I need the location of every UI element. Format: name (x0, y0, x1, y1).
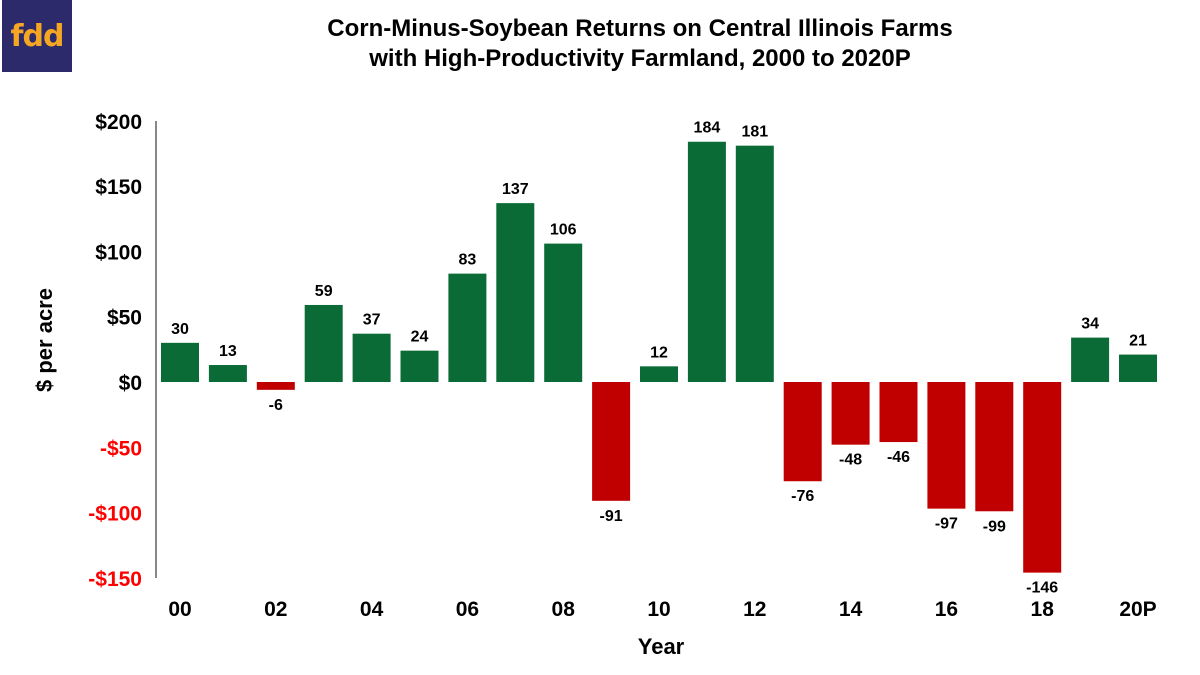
data-label: 13 (219, 343, 237, 360)
bar-00 (161, 342, 199, 382)
bar-18 (1023, 382, 1062, 573)
bar-04 (352, 333, 391, 382)
data-label: -97 (935, 516, 958, 533)
chart-title-line-2: with High-Productivity Farmland, 2000 to… (369, 45, 911, 72)
data-label: 137 (502, 181, 529, 198)
chart-title-line-1: Corn-Minus-Soybean Returns on Central Il… (327, 15, 953, 42)
bar-06 (448, 273, 487, 382)
bar-02 (256, 382, 295, 390)
data-label: -91 (600, 508, 623, 525)
x-tick-label: 16 (935, 598, 958, 621)
y-tick-label: $0 (119, 372, 142, 395)
x-tick-label: 06 (456, 598, 479, 621)
bar-09 (592, 382, 631, 501)
x-tick-label: 08 (552, 598, 576, 621)
y-tick-label: $100 (95, 241, 142, 264)
x-axis-title: Year (638, 634, 685, 659)
data-label: 12 (650, 344, 668, 361)
data-label: -46 (887, 449, 910, 466)
x-tick-label: 14 (839, 598, 863, 621)
x-tick-label: 20P (1119, 598, 1156, 621)
bar-10 (640, 366, 678, 382)
bar-12 (735, 145, 774, 382)
bar-05 (400, 350, 439, 382)
bar-15 (879, 382, 918, 443)
y-tick-label: $150 (95, 176, 142, 199)
y-tick-label: $200 (95, 111, 142, 134)
fdd-logo: fdd (2, 0, 72, 72)
data-label: 184 (694, 120, 721, 137)
data-label: -6 (269, 397, 283, 414)
data-label: -48 (839, 452, 862, 469)
data-label: 181 (741, 124, 768, 141)
data-label: 106 (550, 222, 577, 239)
data-label: 37 (363, 312, 381, 329)
x-tick-label: 00 (168, 598, 191, 621)
x-tick-label: 04 (360, 598, 384, 621)
data-label: 34 (1081, 316, 1099, 333)
data-label: 83 (459, 252, 477, 269)
bar-08 (544, 243, 583, 382)
data-label: 24 (411, 329, 429, 346)
x-tick-label: 10 (647, 598, 670, 621)
y-tick-label: -$50 (100, 437, 142, 460)
logo-text: fdd (10, 18, 64, 54)
bar-19 (1071, 337, 1110, 382)
data-label: -146 (1026, 580, 1058, 597)
y-tick-label: -$100 (88, 503, 142, 526)
y-tick-label: -$150 (88, 568, 142, 591)
bar-13 (783, 382, 822, 482)
chart-title: Corn-Minus-Soybean Returns on Central Il… (200, 14, 1080, 74)
bar-14 (831, 382, 870, 445)
bar-07 (496, 203, 535, 382)
data-label: 21 (1129, 333, 1147, 350)
bar-11 (687, 141, 726, 382)
x-tick-label: 18 (1031, 598, 1055, 621)
data-label: 30 (171, 321, 189, 338)
bar-20P (1119, 354, 1157, 382)
data-label: 59 (315, 283, 333, 300)
bar-16 (927, 382, 966, 509)
bar-01 (208, 365, 247, 382)
y-tick-label: $50 (107, 307, 142, 330)
x-tick-label: 12 (743, 598, 766, 621)
data-label: -99 (983, 518, 1006, 535)
x-tick-label: 02 (264, 598, 287, 621)
y-axis-title: $ per acre (32, 288, 57, 392)
bar-17 (975, 382, 1014, 512)
data-label: -76 (791, 488, 814, 505)
bar-03 (304, 304, 343, 382)
